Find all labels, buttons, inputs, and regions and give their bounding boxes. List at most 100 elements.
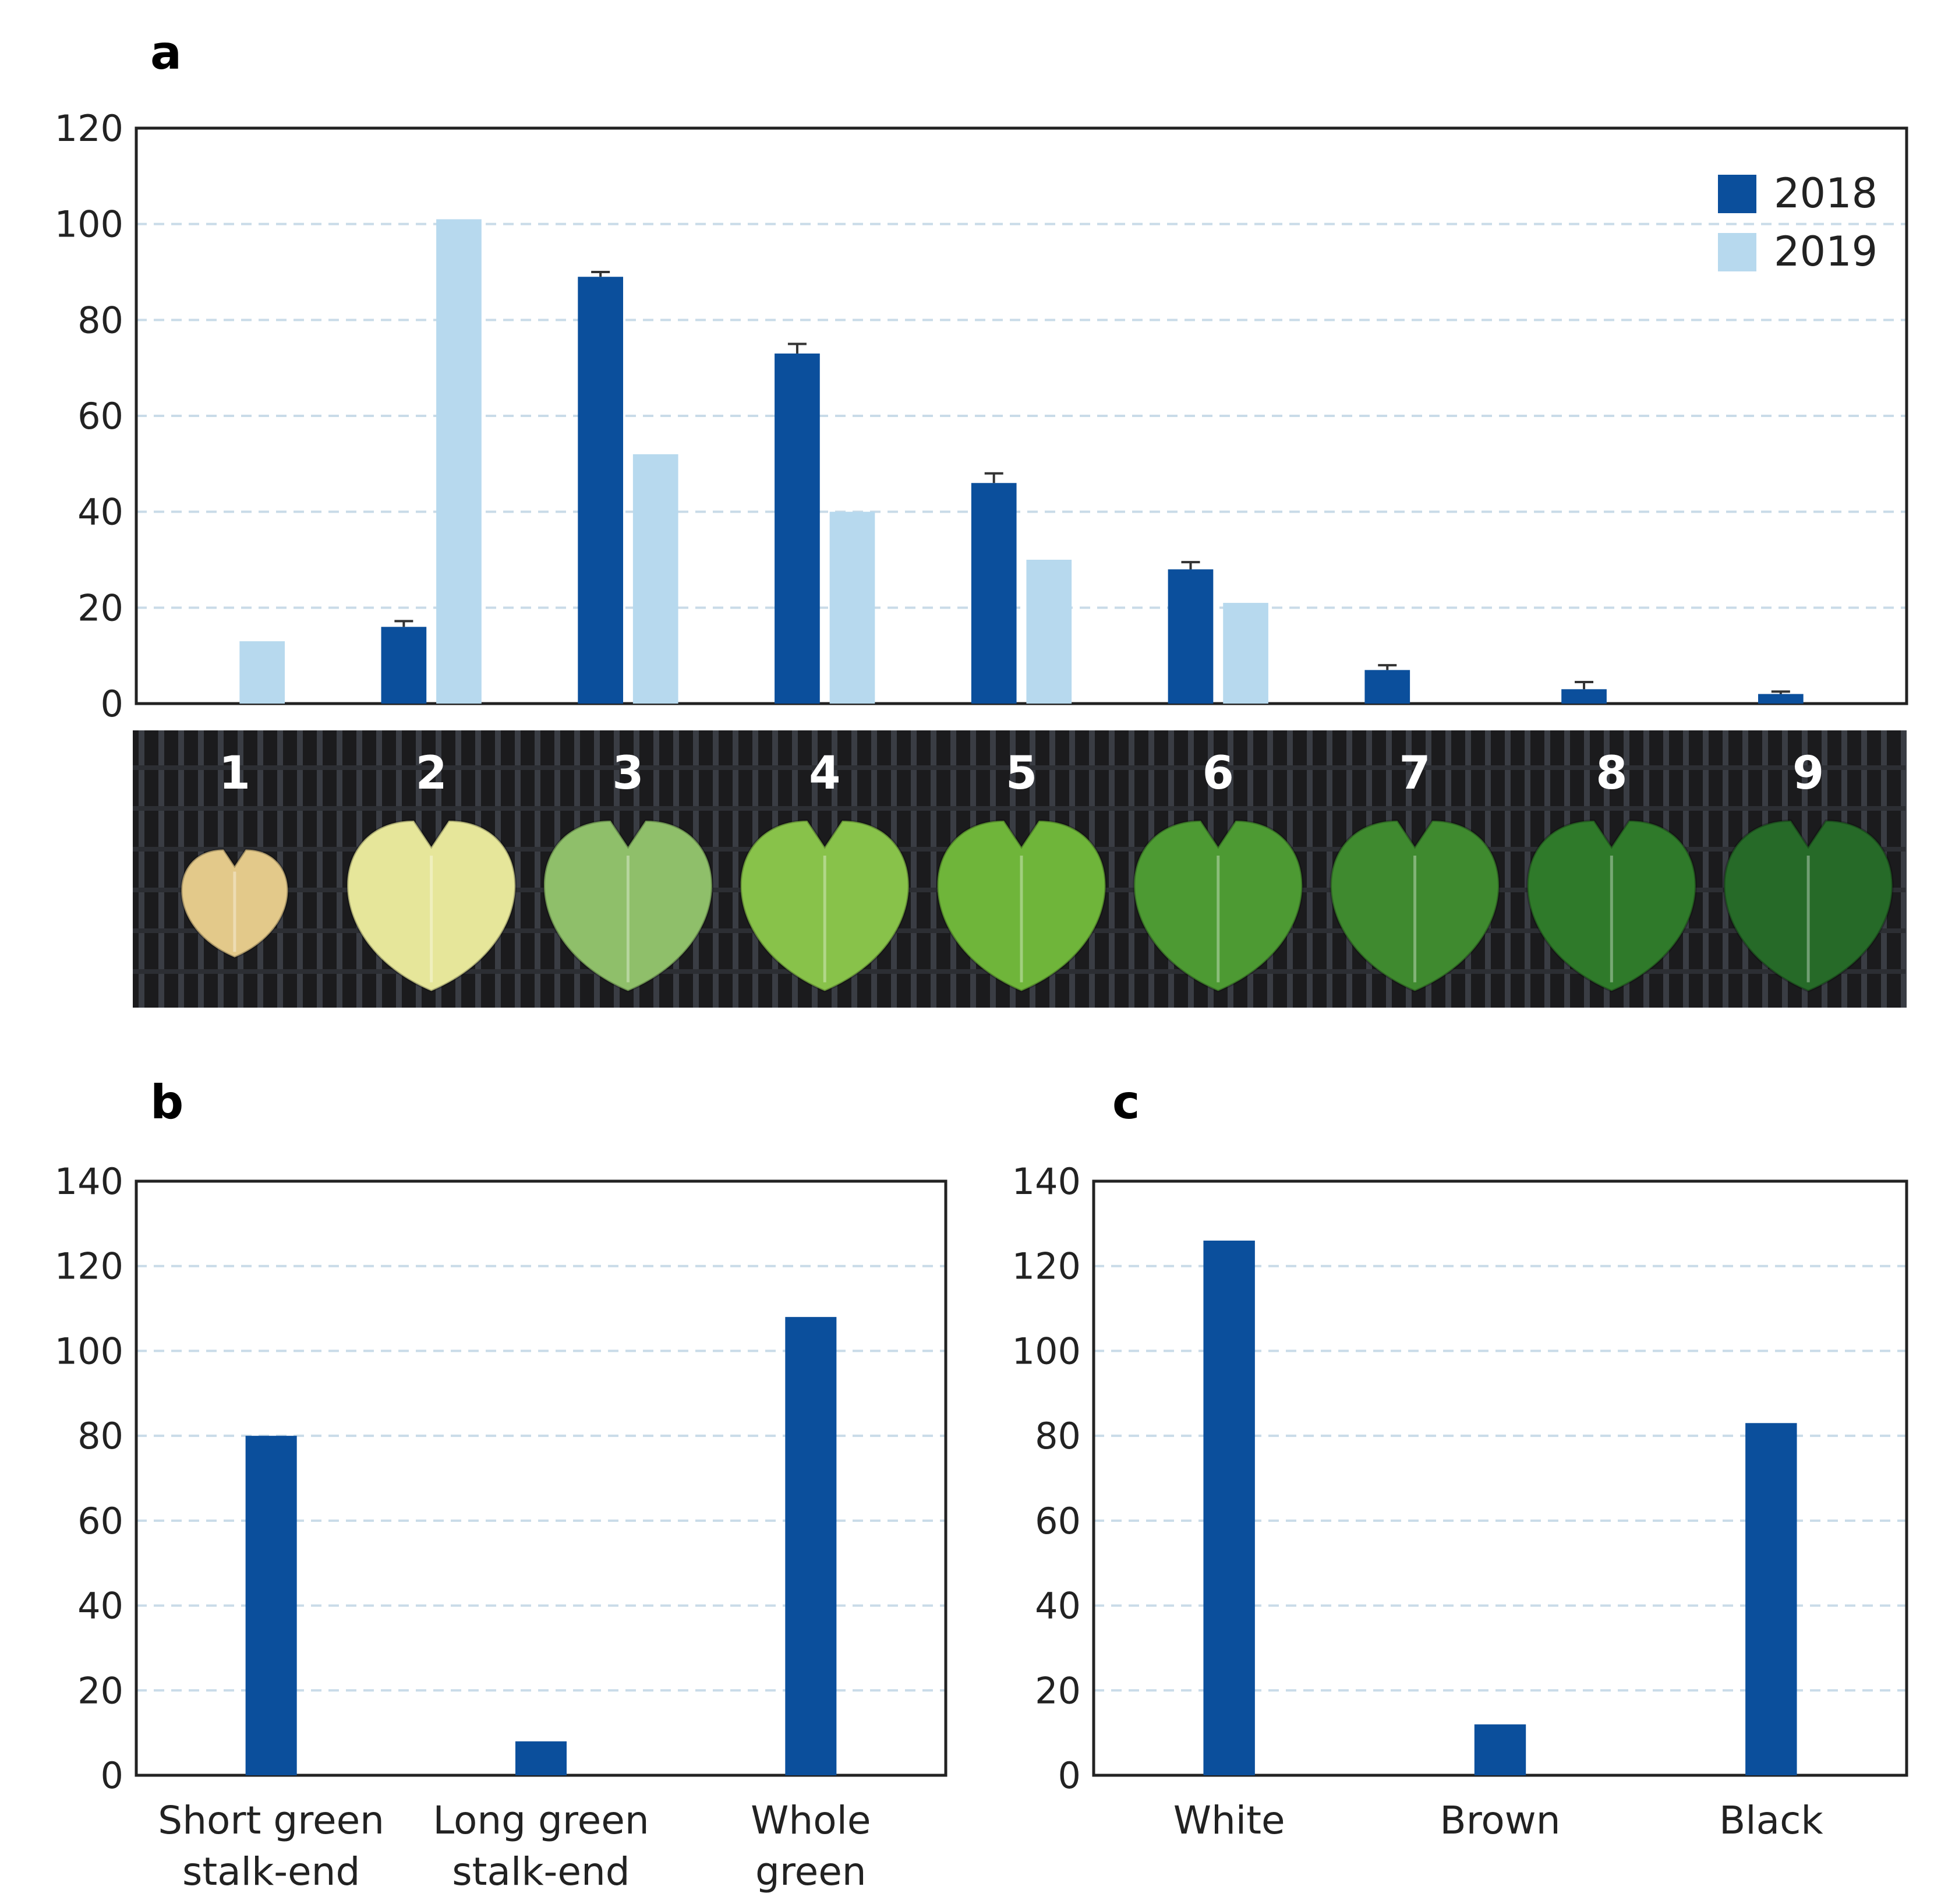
chart-b: 0 20 40 60 80 100 120 140 Short green stalk-end Lo… [55, 1160, 947, 1894]
bar [381, 627, 427, 704]
tray-slat [931, 730, 936, 1008]
leaf-image [1133, 819, 1304, 992]
chart-c: 0 20 40 60 80 100 120 140 White Brown Black [1012, 1160, 1908, 1843]
y-tick-label: 60 [1035, 1500, 1081, 1542]
tray-slat [713, 730, 719, 1008]
leaf-number-label: 6 [1203, 747, 1234, 800]
tray-slat [733, 730, 738, 1008]
y-tick-label: 40 [1035, 1585, 1081, 1627]
leaf-image [1526, 819, 1697, 992]
y-tick-label: 0 [101, 1754, 123, 1797]
legend-label: 2018 [1774, 169, 1878, 217]
y-tick-label: 40 [77, 1585, 123, 1627]
tray-slat [139, 730, 144, 1008]
tray-slat [158, 730, 164, 1008]
y-tick-label: 80 [77, 1415, 123, 1457]
panel-a-letter: a [150, 26, 182, 80]
legend-swatch [1718, 233, 1756, 271]
bar [1168, 569, 1214, 704]
bar [515, 1741, 567, 1775]
tray-slat [1327, 730, 1332, 1008]
y-tick-label: 60 [77, 395, 123, 437]
bar [1758, 694, 1804, 704]
bar [1745, 1423, 1797, 1775]
bar [245, 1436, 297, 1775]
bar [971, 483, 1017, 704]
leaf-number-label: 8 [1596, 747, 1627, 800]
y-tick-label: 140 [55, 1160, 123, 1203]
leaf-image-strip: 1 2 3 4 5 6 7 8 9 [133, 730, 1907, 1008]
leaf-image [1723, 819, 1894, 992]
y-tick-label: 100 [55, 203, 123, 246]
bar [1561, 689, 1607, 704]
bar [1203, 1241, 1255, 1775]
tray-slat [1129, 730, 1134, 1008]
tray-slat [1307, 730, 1313, 1008]
bar [239, 641, 285, 704]
tray-slat [911, 730, 917, 1008]
legend-swatch [1718, 175, 1756, 213]
legend-label: 2019 [1774, 228, 1878, 275]
x-category-label: Long green [433, 1798, 649, 1843]
x-category-label: White [1173, 1798, 1285, 1843]
y-tick-label: 120 [55, 1245, 123, 1288]
panel-b-letter: b [150, 1075, 183, 1129]
tray-rail [133, 765, 1905, 770]
x-category-label: Black [1719, 1798, 1823, 1843]
leaf-image [180, 848, 289, 959]
chart-a: 0 20 40 60 80 100 120 2018 2019 [55, 107, 1908, 725]
leaf-number-label: 7 [1399, 747, 1430, 800]
x-category-label: stalk-end [182, 1849, 360, 1894]
leaf-image [543, 819, 713, 992]
y-tick-label: 0 [101, 683, 123, 725]
leaf-number-label: 9 [1792, 747, 1824, 800]
y-tick-label: 0 [1058, 1754, 1081, 1797]
tray-slat [178, 730, 184, 1008]
leaf-number-label: 2 [416, 747, 447, 800]
tray-slat [535, 730, 540, 1008]
y-tick-label: 20 [1035, 1669, 1081, 1712]
x-category-label: Whole [751, 1798, 871, 1843]
panel-c-letter: c [1112, 1075, 1140, 1129]
y-tick-label: 20 [77, 587, 123, 629]
leaf-number-label: 4 [809, 747, 840, 800]
tray-slat [1901, 730, 1907, 1008]
y-tick-label: 80 [77, 299, 123, 341]
bar [578, 277, 623, 704]
leaf-image [1330, 819, 1500, 992]
bar [785, 1317, 837, 1775]
bar [632, 454, 678, 704]
leaf-number-label: 3 [612, 747, 644, 800]
bar [775, 353, 820, 704]
leaf-number-label: 1 [219, 747, 250, 800]
tray-slat [1723, 730, 1728, 1008]
tray-slat [297, 730, 303, 1008]
y-tick-label: 100 [55, 1330, 123, 1372]
leaf-image [346, 819, 517, 992]
x-category-label: Brown [1440, 1798, 1560, 1843]
y-tick-label: 140 [1012, 1160, 1081, 1203]
y-tick-label: 120 [1012, 1245, 1081, 1288]
bar [1364, 670, 1410, 704]
y-tick-label: 100 [1012, 1330, 1081, 1372]
y-tick-label: 60 [77, 1500, 123, 1542]
tray-slat [1505, 730, 1511, 1008]
tray-rail [133, 806, 1905, 811]
x-category-label: Short green [158, 1798, 384, 1843]
y-tick-label: 40 [77, 491, 123, 534]
x-category-label: stalk-end [452, 1849, 630, 1894]
bar [829, 511, 875, 704]
bar [1026, 560, 1072, 704]
leaf-number-label: 5 [1006, 747, 1037, 800]
leaf-image [936, 819, 1107, 992]
y-tick-label: 20 [77, 1669, 123, 1712]
leaf-image [739, 819, 910, 992]
bar [1223, 603, 1268, 704]
x-category-label: green [755, 1849, 867, 1894]
y-tick-label: 80 [1035, 1415, 1081, 1457]
y-tick-label: 120 [55, 107, 123, 150]
tray-slat [317, 730, 323, 1008]
plot-frame [135, 126, 1908, 705]
tray-slat [1109, 730, 1115, 1008]
